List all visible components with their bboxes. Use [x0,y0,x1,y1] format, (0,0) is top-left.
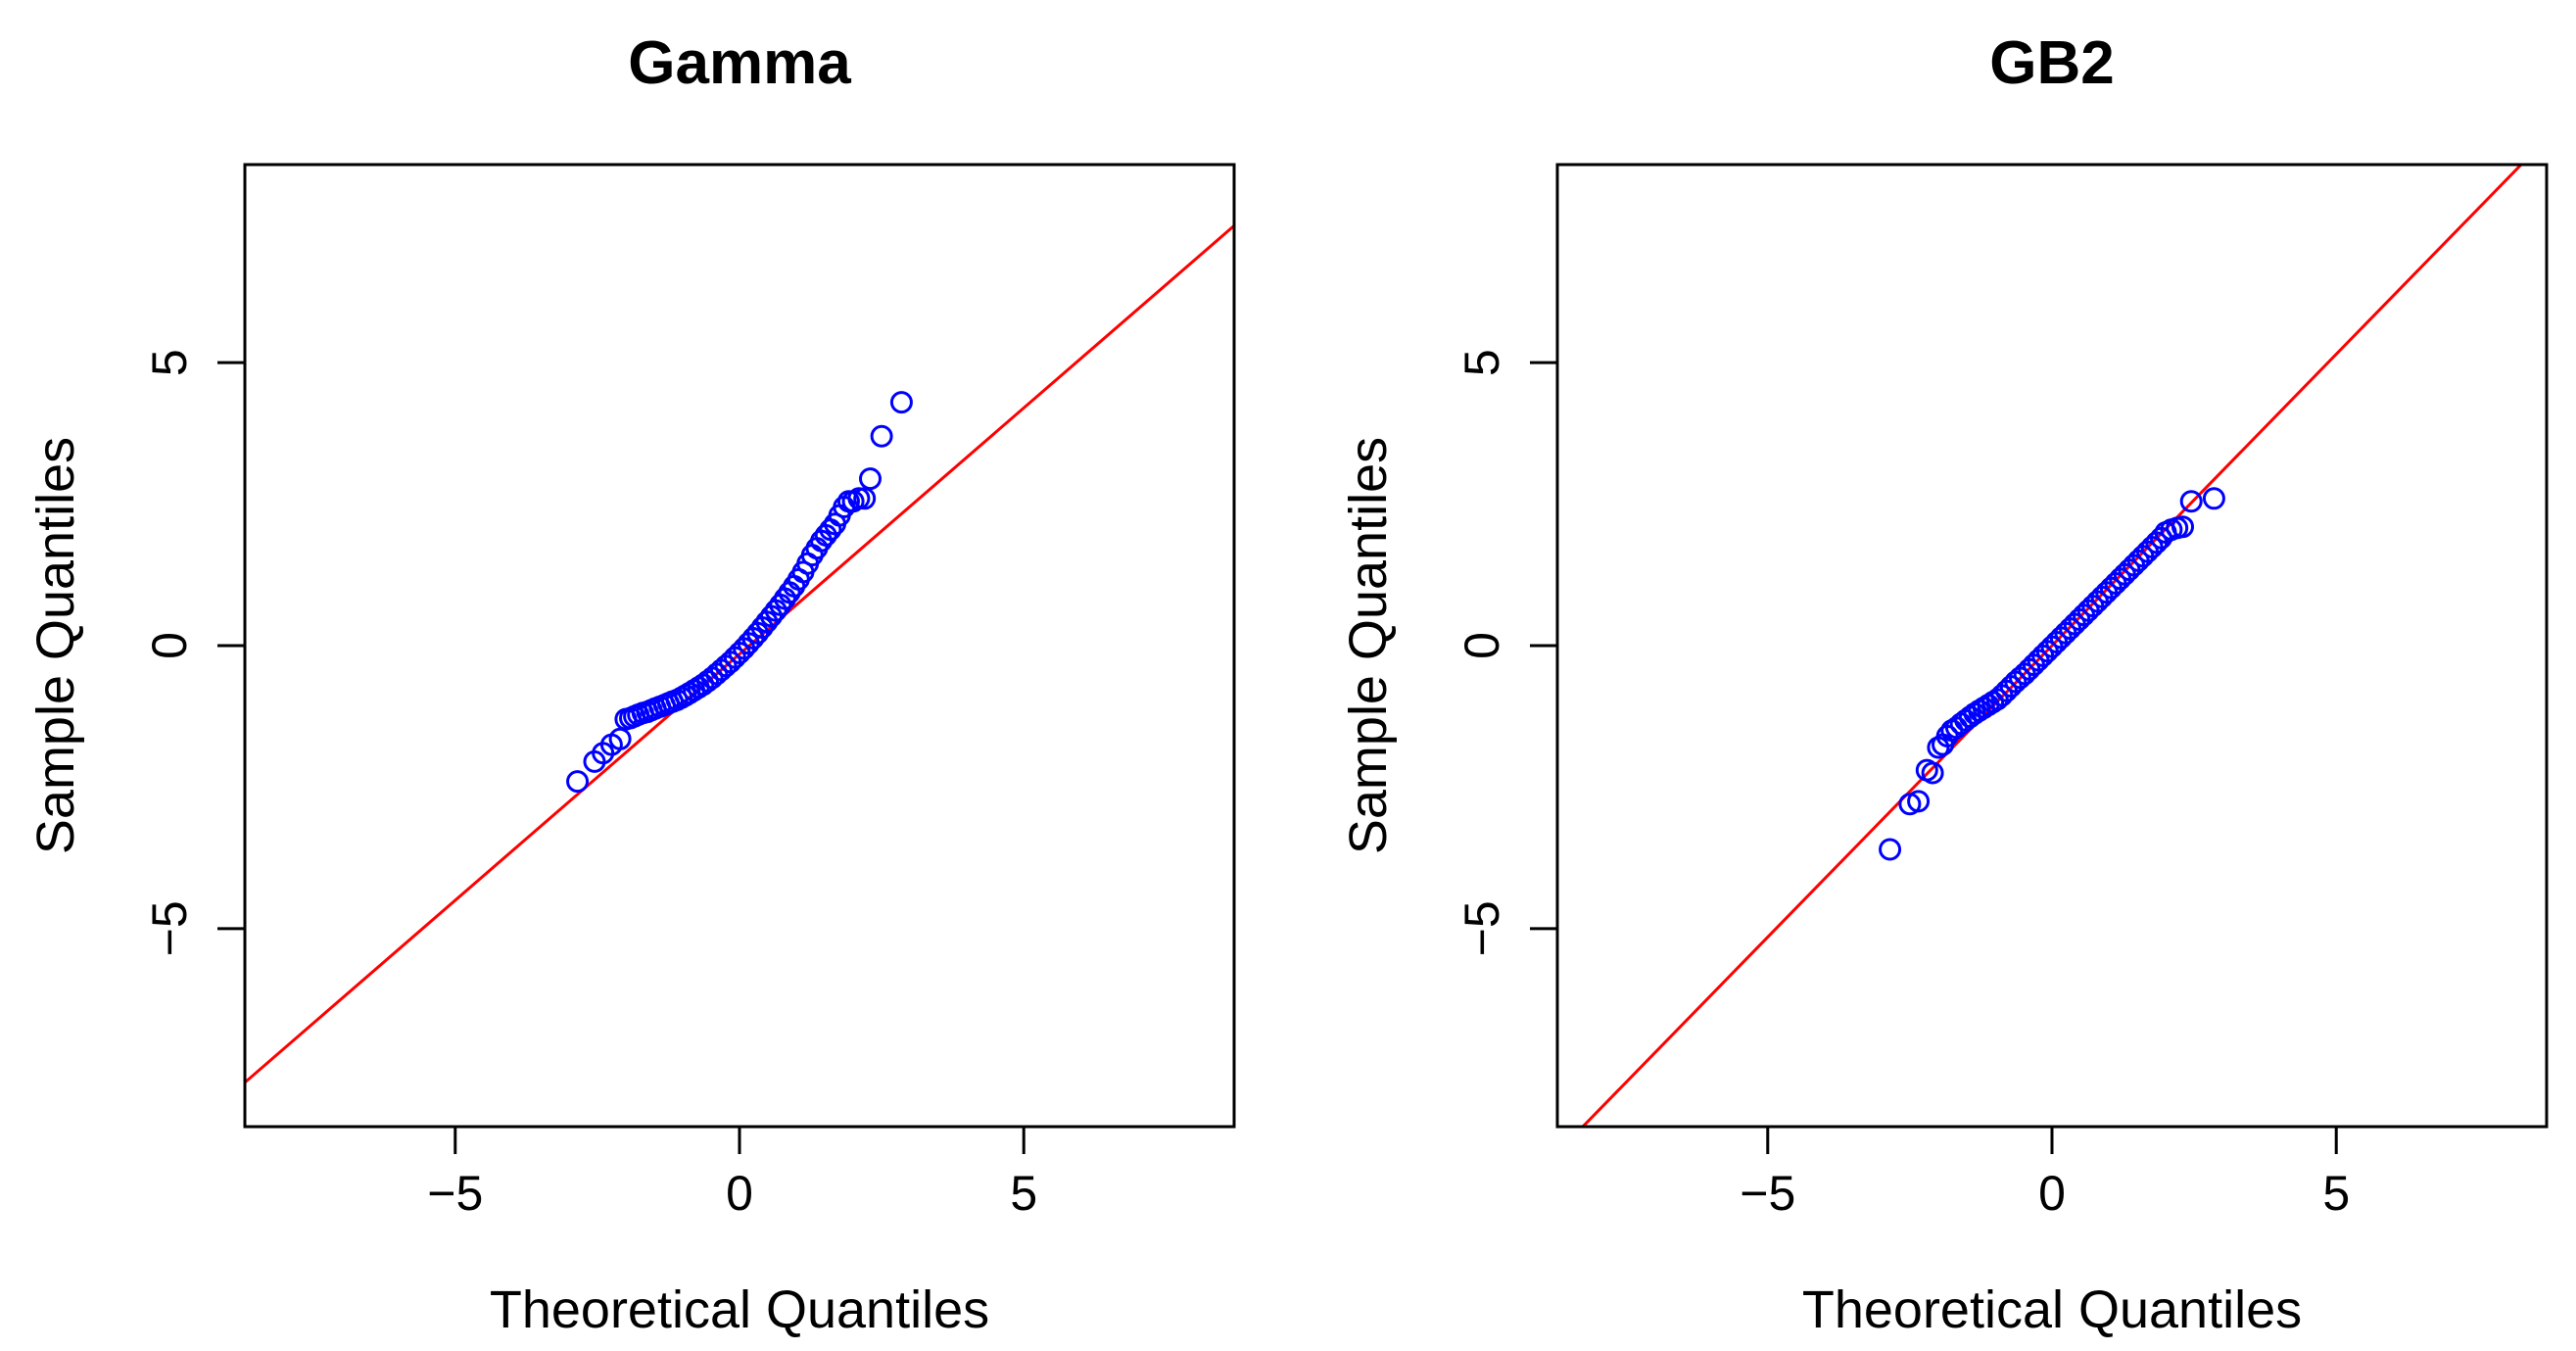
y-tick-label: 5 [1455,349,1509,376]
reference-line [245,224,1234,1085]
x-tick-label: 0 [2038,1166,2066,1221]
data-point [1879,838,1902,861]
data-point [2171,515,2195,539]
chart-title: Gamma [628,29,851,97]
x-tick-label: −5 [427,1166,483,1221]
data-point [2179,490,2203,513]
reference-line [1580,165,2524,1127]
y-axis-label: Sample Quantiles [26,437,85,854]
x-tick-label: 5 [2322,1166,2350,1221]
data-point [1907,790,1931,813]
y-tick-label: −5 [142,900,197,956]
x-axis-label: Theoretical Quantiles [1802,1280,2302,1339]
x-axis-label: Theoretical Quantiles [490,1280,989,1339]
x-tick-label: 0 [726,1166,753,1221]
data-point [853,487,877,510]
x-tick-label: −5 [1740,1166,1795,1221]
data-points [566,391,913,794]
panel-gamma: Gamma Theoretical Quantiles Sample Quant… [26,29,1236,1339]
data-point [2202,487,2225,510]
data-point [870,424,893,448]
panel-gb2: GB2 Theoretical Quantiles Sample Quantil… [1339,29,2549,1339]
data-points [1879,487,2225,861]
data-point [859,467,883,491]
y-tick-label: −5 [1455,900,1509,956]
y-tick-label: 0 [1455,632,1509,659]
y-tick-label: 0 [142,632,197,659]
data-point [889,391,913,414]
data-point [566,770,590,794]
y-axis-label: Sample Quantiles [1339,437,1398,854]
chart-title: GB2 [1989,29,2114,97]
data-point [608,727,632,750]
data-point [847,487,871,510]
data-point [1921,761,1944,785]
x-tick-label: 5 [1010,1166,1037,1221]
y-tick-label: 5 [142,349,197,376]
